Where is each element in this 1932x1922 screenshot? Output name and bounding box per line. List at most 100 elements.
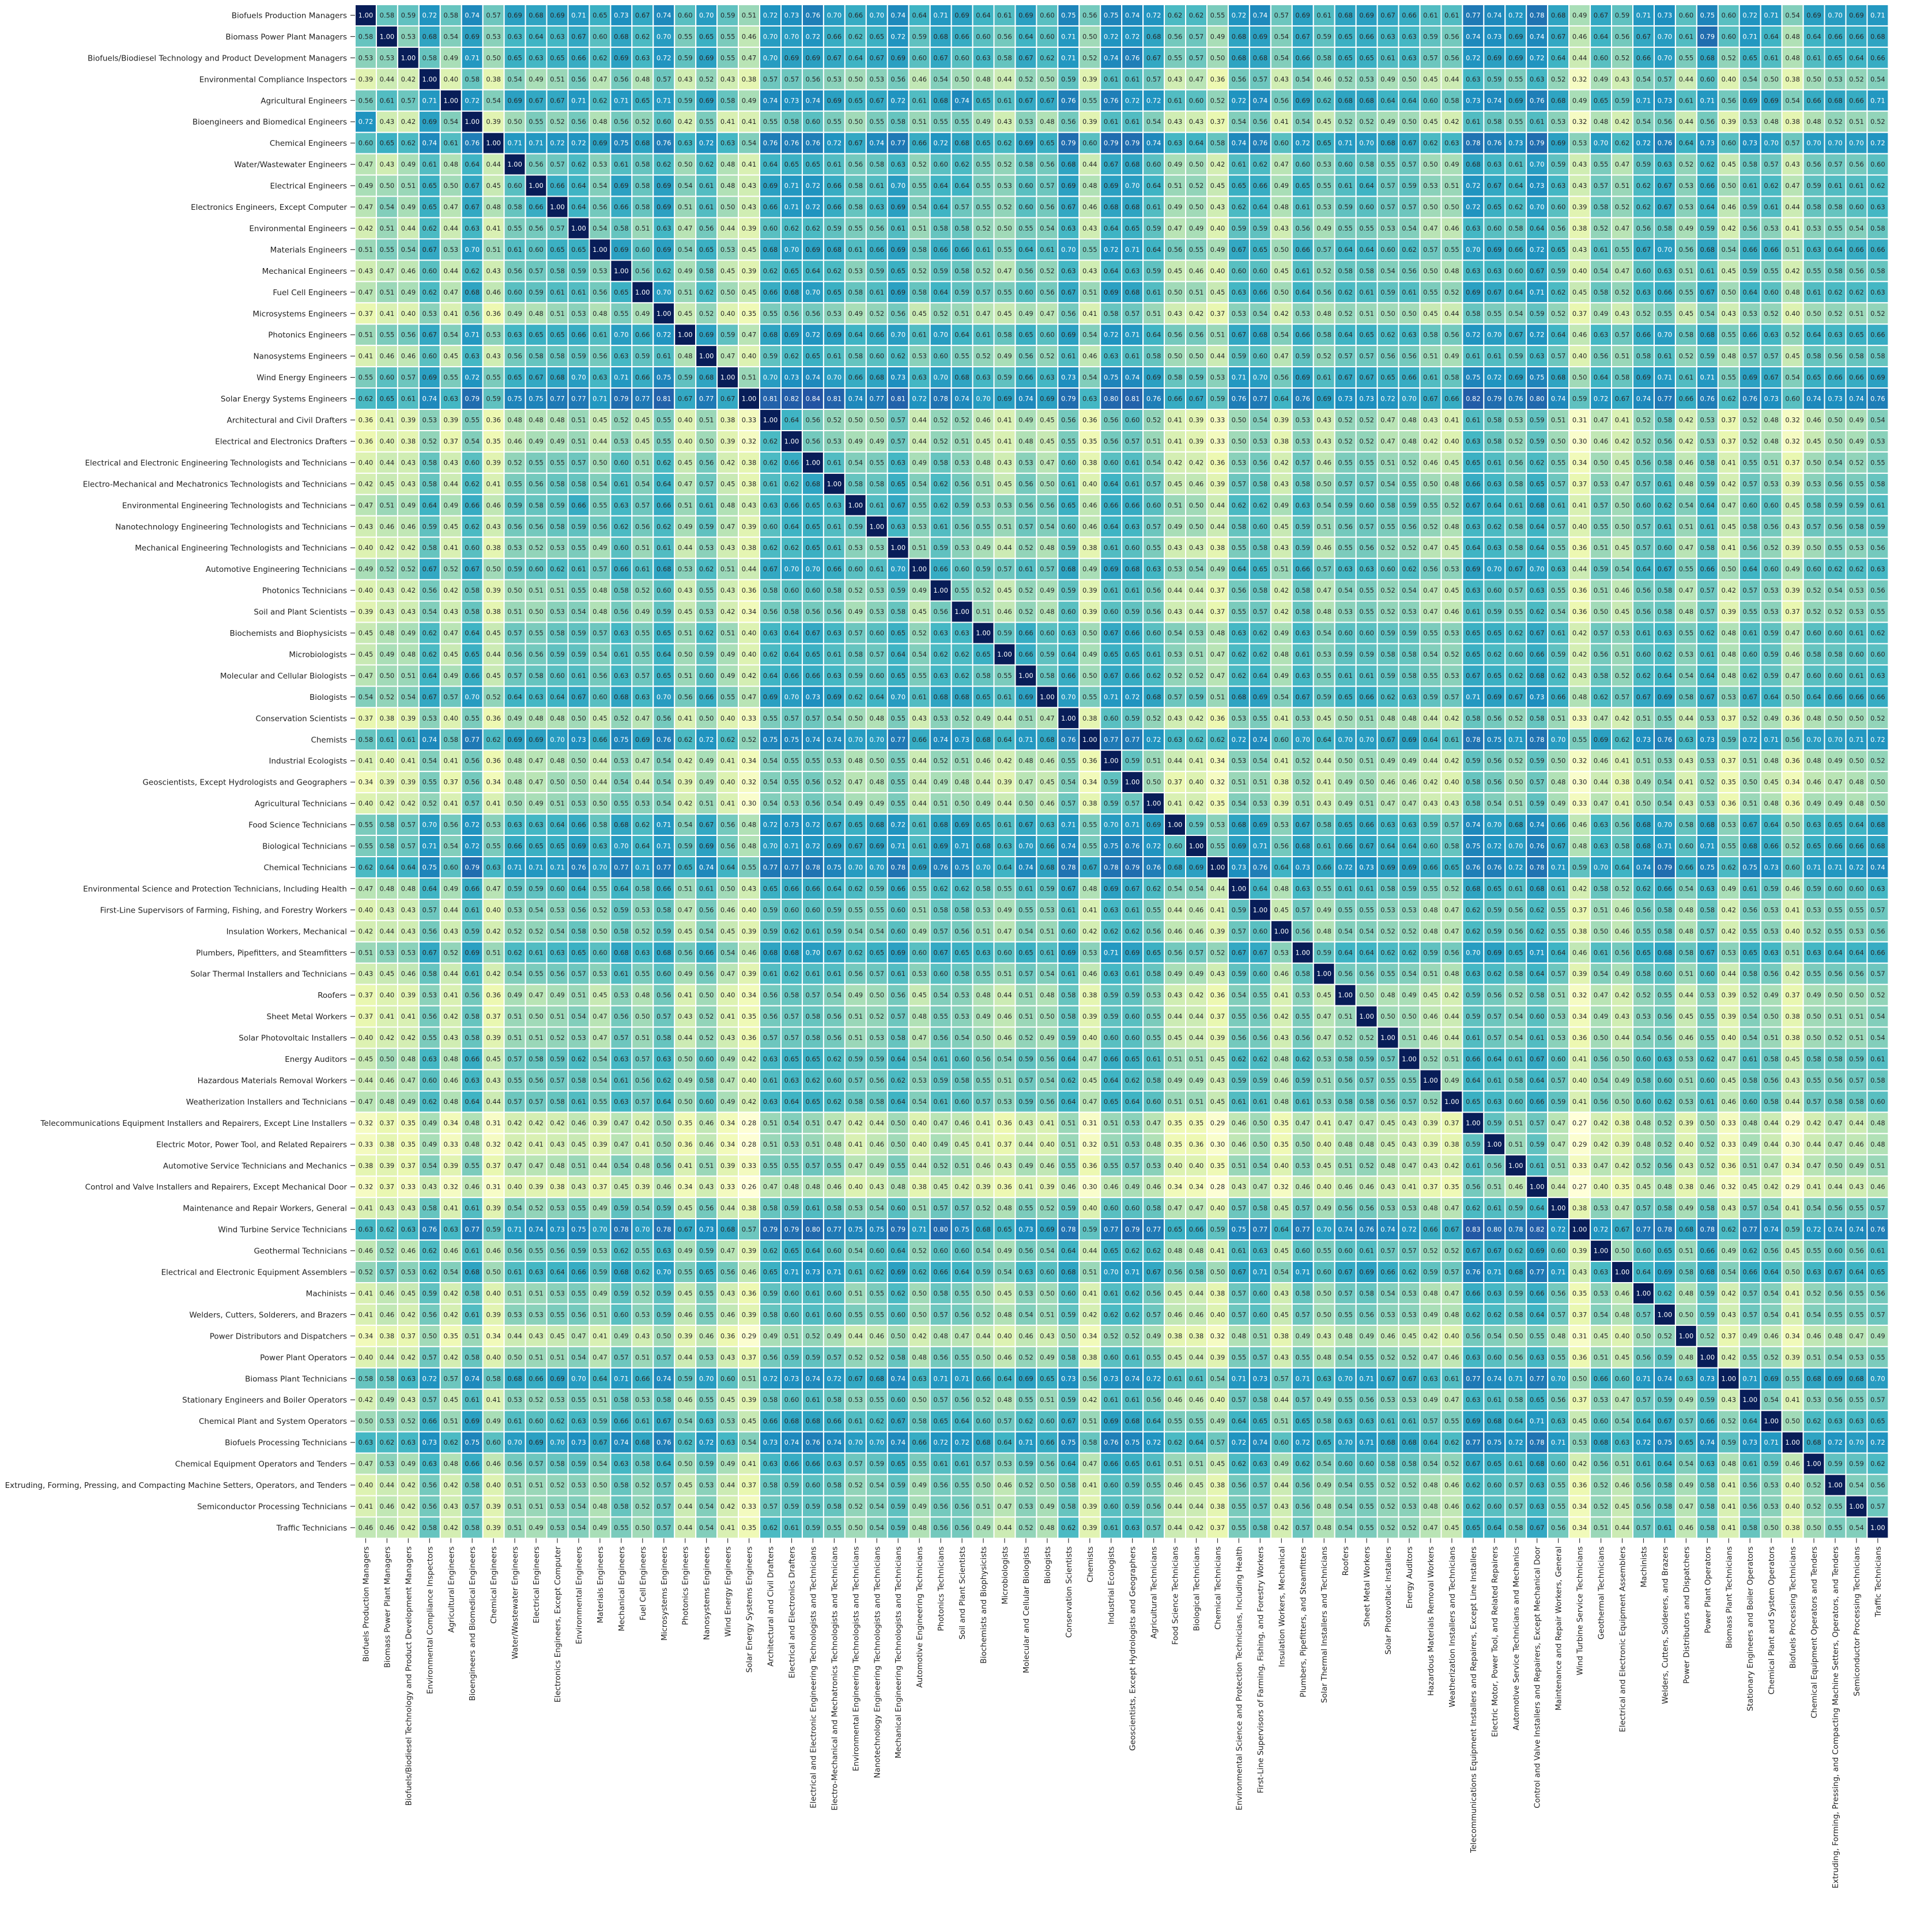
cell-value-label: 0.38 <box>1082 458 1097 466</box>
cell-value-label: 0.47 <box>1423 544 1438 552</box>
cell-value-label: 0.64 <box>1636 565 1651 573</box>
cell-value-label: 0.45 <box>593 714 607 722</box>
cell-value-label: 0.40 <box>1572 267 1587 275</box>
cell-value-label: 0.56 <box>848 160 863 168</box>
cell-value-label: 0.59 <box>1316 32 1331 40</box>
cell-value-label: 0.59 <box>848 672 863 680</box>
cell-value-label: 0.74 <box>1018 395 1033 403</box>
cell-value-label: 0.52 <box>1359 118 1374 126</box>
cell-value-label: 0.66 <box>465 501 480 509</box>
cell-value-label: 0.43 <box>742 182 757 190</box>
cell-value-label: 0.43 <box>742 501 757 509</box>
cell-value-label: 0.48 <box>1721 352 1736 360</box>
cell-value-label: 0.63 <box>1232 288 1247 296</box>
cell-value-label: 0.52 <box>976 586 991 594</box>
cell-value-label: 0.64 <box>1508 288 1523 296</box>
cell-value-label: 0.42 <box>1721 480 1736 488</box>
cell-value-label: 0.54 <box>1380 267 1395 275</box>
cell-value-label: 0.59 <box>635 352 650 360</box>
cell-value-label: 0.72 <box>1125 32 1140 40</box>
cell-value-label: 0.67 <box>1594 11 1609 19</box>
cell-value-label: 0.63 <box>656 224 671 232</box>
cell-value-label: 0.75 <box>1061 11 1076 19</box>
cell-value-label: 0.40 <box>720 714 735 722</box>
cell-value-label: 0.51 <box>720 629 735 637</box>
cell-value-label: 0.40 <box>380 437 395 445</box>
cell-value-label: 0.65 <box>869 32 884 40</box>
cell-value-label: 0.57 <box>1040 182 1055 190</box>
cell-value-label: 0.69 <box>1253 693 1268 701</box>
cell-value-label: 0.47 <box>635 714 650 722</box>
cell-value-label: 0.70 <box>806 288 821 296</box>
cell-value-label: 0.56 <box>465 310 480 318</box>
cell-value-label: 0.55 <box>1316 672 1331 680</box>
cell-value-label: 0.70 <box>890 565 905 573</box>
cell-value-label: 0.70 <box>933 374 948 382</box>
cell-value-label: 0.60 <box>1785 395 1800 403</box>
cell-value-label: 0.56 <box>1040 288 1055 296</box>
cell-value-label: 0.35 <box>742 310 757 318</box>
cell-value-label: 0.54 <box>1423 650 1438 658</box>
cell-value-label: 0.40 <box>401 310 416 318</box>
cell-value-label: 0.75 <box>614 736 629 744</box>
cell-value-label: 0.60 <box>422 352 437 360</box>
cell-value-label: 0.74 <box>1253 736 1268 744</box>
cell-value-label: 0.71 <box>933 11 948 19</box>
cell-value-label: 0.61 <box>912 693 927 701</box>
cell-value-label: 0.65 <box>422 182 437 190</box>
cell-value-label: 0.60 <box>869 672 884 680</box>
cell-value-label: 0.67 <box>465 203 480 211</box>
cell-value-label: 0.44 <box>678 544 693 552</box>
cell-value-label: 0.54 <box>1232 118 1247 126</box>
cell-value-label: 0.61 <box>593 331 607 339</box>
cell-value-label: 0.62 <box>848 32 863 40</box>
cell-value-label: 0.41 <box>720 118 735 126</box>
cell-value-label: 0.67 <box>1530 629 1545 637</box>
cell-value-label: 0.68 <box>1040 736 1055 744</box>
cell-value-label: 0.54 <box>1402 224 1417 232</box>
cell-value-label: 0.50 <box>869 416 884 424</box>
cell-value-label: 1.00 <box>997 650 1012 658</box>
cell-value-label: 0.44 <box>1082 160 1097 168</box>
cell-value-label: 0.47 <box>1721 501 1736 509</box>
cell-value-label: 0.70 <box>933 331 948 339</box>
cell-value-label: 0.66 <box>1125 672 1140 680</box>
cell-value-label: 0.52 <box>869 310 884 318</box>
cell-value-label: 0.53 <box>827 310 842 318</box>
cell-value-label: 0.69 <box>1061 182 1076 190</box>
cell-value-label: 0.48 <box>529 714 544 722</box>
cell-value-label: 0.56 <box>869 224 884 232</box>
cell-value-label: 0.75 <box>1530 374 1545 382</box>
cell-value-label: 0.47 <box>1615 160 1630 168</box>
cell-value-label: 0.55 <box>380 331 395 339</box>
cell-value-label: 0.51 <box>507 608 522 616</box>
cell-value-label: 0.42 <box>401 544 416 552</box>
cell-value-label: 0.62 <box>1658 501 1673 509</box>
cell-value-label: 0.60 <box>678 11 693 19</box>
cell-value-label: 0.65 <box>1466 458 1481 466</box>
cell-value-label: 0.59 <box>1189 693 1204 701</box>
cell-value-label: 0.67 <box>1146 54 1161 62</box>
cell-value-label: 0.39 <box>401 714 416 722</box>
cell-value-label: 0.47 <box>1594 714 1609 722</box>
cell-value-label: 0.68 <box>827 246 842 254</box>
cell-value-label: 0.58 <box>1742 522 1757 530</box>
cell-value-label: 0.52 <box>635 118 650 126</box>
cell-value-label: 0.52 <box>401 565 416 573</box>
cell-value-label: 0.50 <box>1168 288 1183 296</box>
cell-value-label: 0.39 <box>486 586 501 594</box>
cell-value-label: 0.55 <box>954 118 969 126</box>
cell-value-label: 0.60 <box>380 374 395 382</box>
cell-value-label: 0.53 <box>1444 629 1459 637</box>
cell-value-label: 0.47 <box>359 288 373 296</box>
cell-value-label: 0.67 <box>1295 32 1310 40</box>
cell-value-label: 0.54 <box>1870 416 1885 424</box>
cell-value-label: 0.45 <box>1316 714 1331 722</box>
cell-value-label: 0.71 <box>1700 374 1715 382</box>
cell-value-label: 0.47 <box>359 160 373 168</box>
cell-value-label: 0.59 <box>1359 650 1374 658</box>
cell-value-label: 0.33 <box>1210 416 1225 424</box>
cell-value-label: 0.43 <box>1168 75 1183 83</box>
cell-value-label: 0.66 <box>954 32 969 40</box>
cell-value-label: 0.65 <box>422 203 437 211</box>
